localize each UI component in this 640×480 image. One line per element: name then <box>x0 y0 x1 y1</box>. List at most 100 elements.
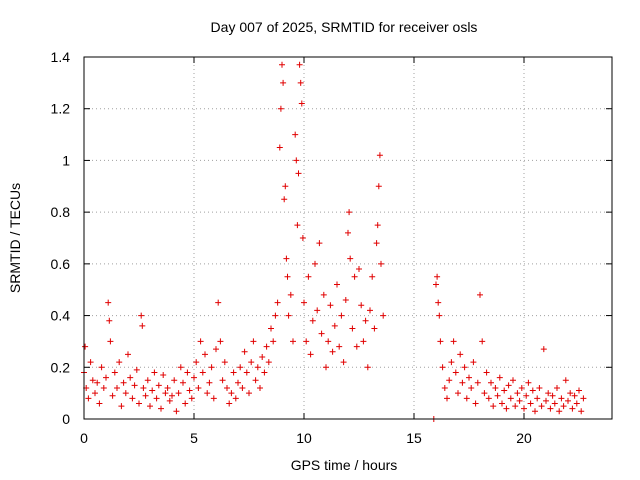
data-point <box>320 291 327 298</box>
data-point <box>261 369 268 376</box>
data-point <box>144 377 151 384</box>
data-point <box>490 403 497 410</box>
data-point <box>353 343 360 350</box>
data-point <box>120 379 127 386</box>
y-tick-label: 0.6 <box>51 256 71 272</box>
data-point <box>305 273 312 280</box>
data-point <box>107 338 114 345</box>
data-point <box>518 384 525 391</box>
data-point <box>345 229 351 236</box>
data-point <box>257 384 263 391</box>
data-point <box>340 359 347 366</box>
data-point <box>171 377 178 384</box>
data-point <box>512 403 519 410</box>
data-point <box>481 390 488 397</box>
data-point <box>173 408 180 415</box>
data-point <box>444 395 450 402</box>
data-point <box>129 395 136 402</box>
data-point <box>446 377 453 384</box>
data-point <box>351 273 358 280</box>
data-point <box>193 359 200 366</box>
grid <box>84 57 612 419</box>
data-point <box>532 408 538 415</box>
data-point <box>210 395 217 402</box>
data-point <box>376 152 383 159</box>
data-point <box>155 382 162 389</box>
data-point <box>485 395 492 402</box>
data-point <box>164 384 171 391</box>
data-point <box>224 384 230 391</box>
data-point <box>85 395 92 402</box>
data-point <box>527 400 534 407</box>
data-point <box>122 390 129 397</box>
data-point <box>283 255 290 262</box>
data-point <box>325 338 332 345</box>
data-point <box>142 392 149 399</box>
data-point <box>459 379 466 386</box>
data-point <box>202 351 208 358</box>
data-point <box>221 359 228 366</box>
data-point <box>507 395 514 402</box>
data-point <box>488 379 494 386</box>
data-point <box>307 351 314 358</box>
data-point <box>367 307 373 314</box>
plot-frame <box>83 56 613 420</box>
data-point <box>492 384 499 391</box>
data-point <box>103 374 109 381</box>
data-point <box>336 343 343 350</box>
data-point <box>457 351 464 358</box>
data-point <box>166 397 173 404</box>
data-point <box>219 377 226 384</box>
data-point <box>162 390 169 397</box>
data-point <box>298 100 305 107</box>
data-point <box>562 377 569 384</box>
data-point <box>374 222 381 229</box>
data-point <box>369 273 376 280</box>
data-point <box>292 131 299 138</box>
data-point <box>362 317 369 324</box>
data-point <box>153 395 160 402</box>
data-point <box>378 260 384 267</box>
data-point <box>558 395 565 402</box>
data-point <box>215 299 222 306</box>
x-axis-title: GPS time / hours <box>291 457 398 473</box>
x-axis: 0 5 10 15 20 <box>80 57 532 446</box>
data-point <box>510 377 516 384</box>
data-point <box>521 405 527 412</box>
data-point <box>232 395 239 402</box>
data-point <box>347 255 354 262</box>
data-point <box>437 338 444 345</box>
data-point <box>549 392 556 399</box>
data-point <box>538 403 545 410</box>
data-point <box>133 366 140 373</box>
x-tick-label: 15 <box>406 430 422 446</box>
data-point <box>543 397 549 404</box>
data-point <box>349 325 356 332</box>
data-point <box>303 338 310 345</box>
data-point <box>536 384 543 391</box>
data-point <box>301 299 307 306</box>
data-point <box>272 312 279 319</box>
data-point <box>208 364 215 371</box>
data-point <box>89 377 96 384</box>
data-point <box>186 387 193 394</box>
data-point <box>540 346 547 353</box>
data-point <box>226 400 233 407</box>
y-tick-label: 1.4 <box>51 49 71 65</box>
data-point <box>175 390 182 397</box>
data-point <box>140 384 147 391</box>
data-point <box>127 374 134 381</box>
data-point <box>182 400 189 407</box>
data-point <box>96 400 103 407</box>
data-point <box>556 408 563 415</box>
data-point <box>197 338 204 345</box>
data-point <box>295 170 302 177</box>
data-point <box>138 312 145 319</box>
data-point <box>514 390 521 397</box>
data-point <box>375 183 382 190</box>
data-point <box>323 364 329 371</box>
data-point <box>188 395 195 402</box>
data-point <box>551 400 558 407</box>
data-point <box>470 359 477 366</box>
